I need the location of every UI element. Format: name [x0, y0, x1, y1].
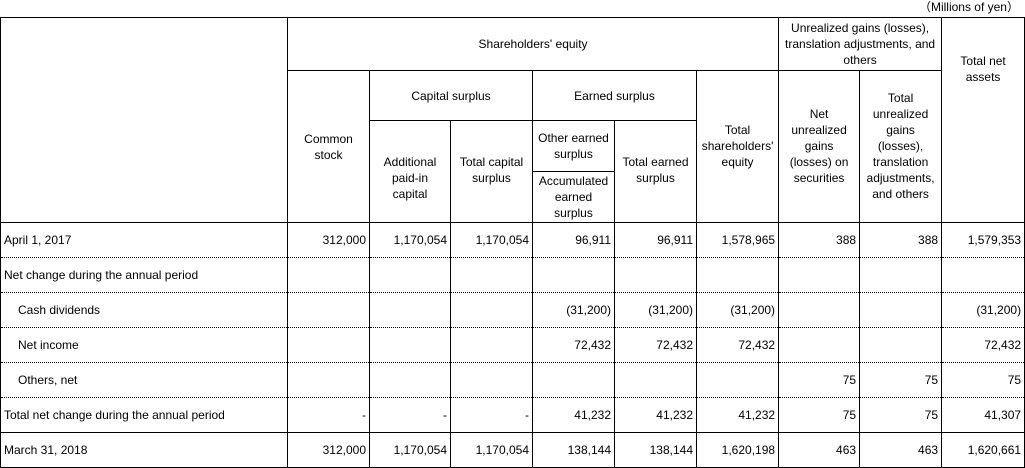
- cell-total-capital-surplus: [450, 257, 533, 293]
- table-row: Cash dividends (31,200) (31,200) (31,200…: [0, 292, 1025, 328]
- cell-additional-paid-in-capital: 1,170,054: [369, 222, 451, 258]
- cell-net-unrealized-gains: [778, 327, 861, 363]
- cell-accumulated-earned-surplus: [532, 362, 615, 398]
- header-net-unrealized-gains: Net unrealized gains (losses) on securit…: [778, 70, 861, 223]
- equity-statement-table: Shareholders' equity Unrealized gains (l…: [0, 17, 1025, 468]
- cell-additional-paid-in-capital: [369, 292, 451, 328]
- cell-total-net-assets: 1,620,661: [941, 432, 1025, 468]
- cell-total-net-assets: (31,200): [941, 292, 1025, 328]
- header-blank-cell: [0, 17, 288, 223]
- cell-common-stock: 312,000: [287, 222, 370, 258]
- cell-total-shareholders-equity: [695, 257, 780, 293]
- header-total-net-assets: Total net assets: [941, 17, 1025, 223]
- cell-total-unrealized-gains: 388: [859, 222, 943, 258]
- cell-additional-paid-in-capital: [369, 327, 451, 363]
- cell-accumulated-earned-surplus: 138,144: [532, 432, 615, 468]
- cell-total-unrealized-gains: 463: [859, 432, 943, 468]
- cell-common-stock: [287, 362, 370, 398]
- header-earned-surplus: Earned surplus: [532, 70, 697, 121]
- row-label: Net change during the annual period: [0, 257, 288, 293]
- cell-total-net-assets: 41,307: [941, 397, 1025, 433]
- row-label: Net income: [0, 327, 288, 363]
- cell-additional-paid-in-capital: 1,170,054: [369, 432, 451, 468]
- table-row: Others, net 75 75 75: [0, 362, 1025, 398]
- cell-accumulated-earned-surplus: 96,911: [532, 222, 615, 258]
- header-capital-surplus: Capital surplus: [369, 70, 533, 121]
- cell-common-stock: [287, 327, 370, 363]
- table-row: Net income 72,432 72,432 72,432 72,432: [0, 327, 1025, 363]
- table-row: Total net change during the annual perio…: [0, 397, 1025, 433]
- cell-total-capital-surplus: 1,170,054: [450, 432, 533, 468]
- cell-net-unrealized-gains: [778, 292, 861, 328]
- cell-common-stock: [287, 292, 370, 328]
- cell-total-earned-surplus: 138,144: [614, 432, 697, 468]
- cell-total-unrealized-gains: 75: [859, 397, 943, 433]
- header-shareholders-equity: Shareholders' equity: [286, 17, 780, 71]
- header-total-unrealized-gains: Total unrealized gains (losses), transla…: [859, 70, 943, 223]
- cell-total-shareholders-equity: 72,432: [695, 327, 780, 363]
- unit-label: （Millions of yen）: [918, 0, 1019, 14]
- cell-total-capital-surplus: [450, 292, 533, 328]
- cell-total-shareholders-equity: 1,620,198: [695, 432, 780, 468]
- row-label: Others, net: [0, 362, 288, 398]
- cell-total-net-assets: 72,432: [941, 327, 1025, 363]
- cell-net-unrealized-gains: 463: [778, 432, 861, 468]
- cell-total-capital-surplus: [450, 362, 533, 398]
- header-total-shareholders-equity: Total shareholders' equity: [695, 70, 780, 223]
- table-row: April 1, 2017 312,000 1,170,054 1,170,05…: [0, 222, 1025, 258]
- table-row: March 31, 2018 312,000 1,170,054 1,170,0…: [0, 432, 1025, 468]
- cell-net-unrealized-gains: 75: [778, 397, 861, 433]
- cell-common-stock: [287, 257, 370, 293]
- cell-total-earned-surplus: [614, 257, 697, 293]
- cell-total-capital-surplus: 1,170,054: [450, 222, 533, 258]
- cell-total-shareholders-equity: [695, 362, 780, 398]
- row-label: Cash dividends: [0, 292, 288, 328]
- cell-common-stock: 312,000: [287, 432, 370, 468]
- cell-total-unrealized-gains: [859, 327, 943, 363]
- cell-total-shareholders-equity: 41,232: [695, 397, 780, 433]
- cell-total-earned-surplus: 72,432: [614, 327, 697, 363]
- row-label: April 1, 2017: [0, 222, 288, 258]
- header-total-capital-surplus: Total capital surplus: [450, 120, 533, 223]
- cell-total-shareholders-equity: (31,200): [695, 292, 780, 328]
- cell-total-net-assets: 1,579,353: [941, 222, 1025, 258]
- cell-total-capital-surplus: -: [450, 397, 533, 433]
- cell-total-unrealized-gains: [859, 257, 943, 293]
- cell-accumulated-earned-surplus: 41,232: [532, 397, 615, 433]
- row-label: Total net change during the annual perio…: [0, 397, 288, 433]
- row-label: March 31, 2018: [0, 432, 288, 468]
- cell-net-unrealized-gains: [778, 257, 861, 293]
- cell-total-shareholders-equity: 1,578,965: [695, 222, 780, 258]
- cell-common-stock: -: [287, 397, 370, 433]
- cell-total-unrealized-gains: 75: [859, 362, 943, 398]
- header-accumulated-earned-surplus: Accumulated earned surplus: [532, 171, 615, 223]
- cell-accumulated-earned-surplus: 72,432: [532, 327, 615, 363]
- header-total-earned-surplus: Total earned surplus: [614, 120, 697, 223]
- cell-accumulated-earned-surplus: [532, 257, 615, 293]
- cell-additional-paid-in-capital: -: [369, 397, 451, 433]
- header-unrealized-group: Unrealized gains (losses), translation a…: [778, 17, 943, 71]
- cell-total-capital-surplus: [450, 327, 533, 363]
- cell-total-earned-surplus: (31,200): [614, 292, 697, 328]
- cell-total-net-assets: 75: [941, 362, 1025, 398]
- header-other-earned-surplus: Other earned surplus: [532, 120, 615, 172]
- cell-net-unrealized-gains: 75: [778, 362, 861, 398]
- cell-total-earned-surplus: 96,911: [614, 222, 697, 258]
- header-additional-paid-in-capital: Additional paid-in capital: [369, 120, 451, 223]
- table-row: Net change during the annual period: [0, 257, 1025, 293]
- cell-net-unrealized-gains: 388: [778, 222, 861, 258]
- cell-total-net-assets: [941, 257, 1025, 293]
- cell-accumulated-earned-surplus: (31,200): [532, 292, 615, 328]
- header-common-stock: Common stock: [287, 70, 370, 223]
- cell-total-unrealized-gains: [859, 292, 943, 328]
- cell-total-earned-surplus: [614, 362, 697, 398]
- cell-additional-paid-in-capital: [369, 257, 451, 293]
- cell-total-earned-surplus: 41,232: [614, 397, 697, 433]
- cell-additional-paid-in-capital: [369, 362, 451, 398]
